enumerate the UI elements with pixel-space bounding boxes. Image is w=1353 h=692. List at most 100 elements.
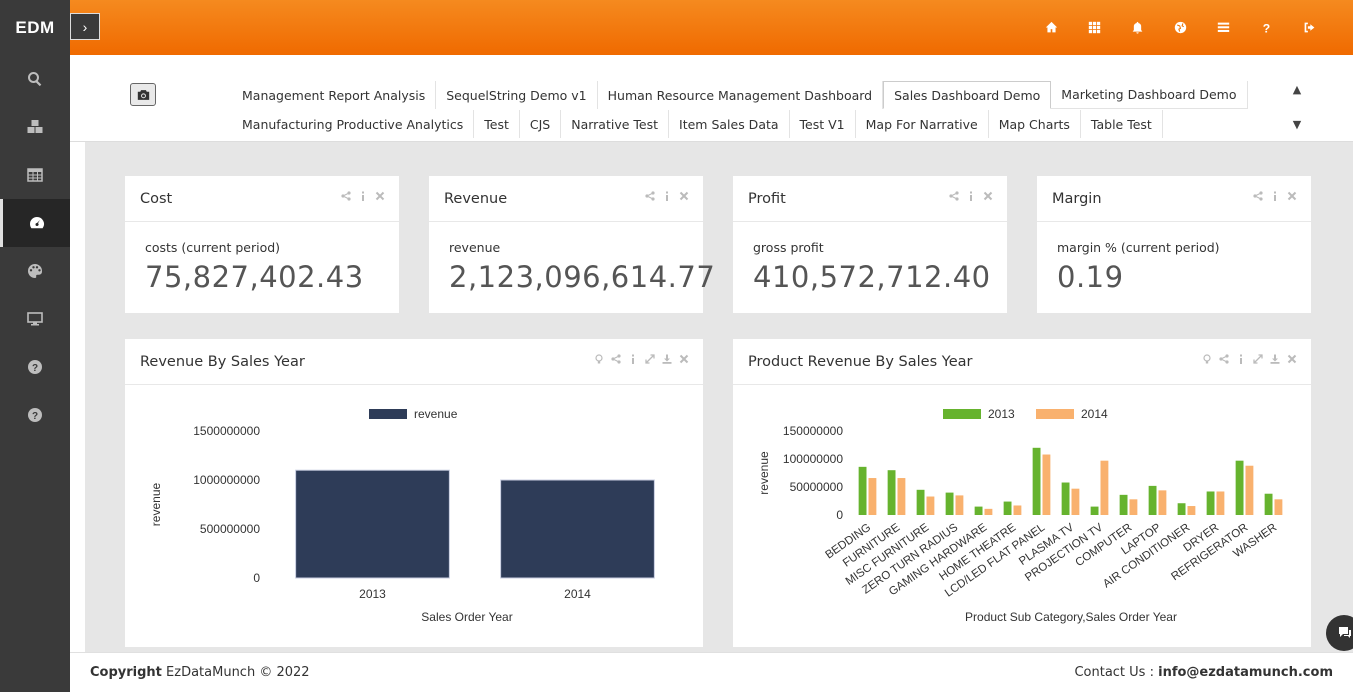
share-icon[interactable] [341,191,351,201]
bar [1264,493,1273,515]
tab-map-for-narrative[interactable]: Map For Narrative [856,110,989,138]
tab-map-charts[interactable]: Map Charts [989,110,1081,138]
bar [1187,506,1196,515]
bar [1042,454,1051,515]
tab-scroll: ▲ ▼ [1288,83,1306,131]
list-icon[interactable] [1202,21,1245,34]
header-icons: ? [1030,0,1331,55]
bar [984,508,993,515]
download-icon[interactable] [662,354,672,364]
bar [1032,447,1041,515]
lightbulb-icon[interactable] [594,354,604,364]
search-icon[interactable] [0,55,70,103]
tab-manufacturing-productive-analytics[interactable]: Manufacturing Productive Analytics [232,110,475,138]
share-icon[interactable] [645,191,655,201]
tab-test[interactable]: Test [474,110,520,138]
y-tick-label: 500000000 [200,522,260,536]
bar [1061,482,1070,515]
share-icon[interactable] [1253,191,1263,201]
tab-management-report-analysis[interactable]: Management Report Analysis [232,81,437,109]
home-icon[interactable] [1030,21,1073,34]
tab-cjs[interactable]: CJS [520,110,562,138]
legend-swatch [369,409,407,419]
close-icon[interactable] [679,354,689,364]
dashboard-tab-bar: Management Report Analysis SequelString … [70,55,1353,142]
info-icon[interactable] [1236,354,1246,364]
y-tick-label: 50000000 [790,480,844,494]
info-icon[interactable] [662,191,672,201]
bar [974,506,983,515]
palette-icon[interactable] [0,247,70,295]
bar [858,466,867,515]
y-tick-label: 100000000 [783,452,843,466]
y-tick-label: 0 [836,508,843,522]
download-icon[interactable] [1270,354,1280,364]
y-axis-label: revenue [757,451,771,495]
tab-human-resource-dashboard[interactable]: Human Resource Management Dashboard [598,81,884,109]
grid-icon[interactable] [1073,21,1116,34]
expand-icon[interactable] [1253,354,1263,364]
close-icon[interactable] [983,191,993,201]
lightbulb-icon[interactable] [1202,354,1212,364]
contact-email-link[interactable]: info@ezdatamunch.com [1158,665,1333,680]
help-icon[interactable]: ? [0,343,70,391]
globe-icon[interactable] [1159,21,1202,34]
y-tick-label: 1500000000 [193,424,260,438]
info-icon[interactable] [966,191,976,201]
expand-icon[interactable] [645,354,655,364]
card-title: Margin [1037,176,1311,222]
info-icon[interactable] [358,191,368,201]
close-icon[interactable] [1287,354,1297,364]
card-title: Revenue By Sales Year [125,339,703,385]
tab-narrative-test[interactable]: Narrative Test [561,110,670,138]
tab-item-sales-data[interactable]: Item Sales Data [669,110,790,138]
copyright-label: Copyright [90,665,162,680]
sidebar-toggle-button[interactable]: › [70,13,100,40]
close-icon[interactable] [679,191,689,201]
camera-icon[interactable] [130,83,156,106]
tab-marketing-dashboard-demo[interactable]: Marketing Dashboard Demo [1051,81,1248,109]
bar [887,470,896,515]
chevron-up-icon[interactable]: ▲ [1292,83,1302,96]
brand-logo[interactable]: EDM [15,17,55,37]
bar [868,478,877,515]
top-bar: › ? [70,0,1353,55]
y-axis-label: revenue [149,482,163,526]
kpi-label: gross profit [753,240,824,255]
share-icon[interactable] [611,354,621,364]
chevron-down-icon[interactable]: ▼ [1292,118,1302,131]
bar [1235,460,1244,515]
share-icon[interactable] [949,191,959,201]
tab-sales-dashboard-demo[interactable]: Sales Dashboard Demo [883,81,1052,109]
bar [1148,485,1157,515]
dashboard-canvas: Cost costs (current period) 75,827,402.4… [85,142,1353,652]
bar [295,469,450,579]
question-icon[interactable]: ? [1245,21,1288,34]
help-icon[interactable]: ? [0,391,70,439]
y-tick-label: 150000000 [783,424,843,438]
contact-label: Contact Us : [1074,665,1159,680]
legend-swatch [1036,409,1074,419]
logout-icon[interactable] [1288,21,1331,34]
bar [916,489,925,515]
share-icon[interactable] [1219,354,1229,364]
bar [1013,505,1022,515]
info-icon[interactable] [1270,191,1280,201]
bar [945,492,954,515]
kpi-card-revenue: Revenue revenue 2,123,096,614.77 [429,176,715,313]
table-icon[interactable] [0,151,70,199]
bell-icon[interactable] [1116,21,1159,34]
tab-sequelstring-demo[interactable]: SequelString Demo v1 [436,81,598,109]
desktop-icon[interactable] [0,295,70,343]
tab-row-2: Manufacturing Productive Analytics Test … [232,110,1163,138]
info-icon[interactable] [628,354,638,364]
tab-test-v1[interactable]: Test V1 [790,110,856,138]
close-icon[interactable] [1287,191,1297,201]
tab-table-test[interactable]: Table Test [1081,110,1163,138]
dashboard-icon[interactable] [0,199,70,247]
close-icon[interactable] [375,191,385,201]
bar [1003,501,1012,515]
chat-button[interactable] [1326,615,1353,651]
y-tick-label: 0 [253,571,260,585]
cubes-icon[interactable] [0,103,70,151]
